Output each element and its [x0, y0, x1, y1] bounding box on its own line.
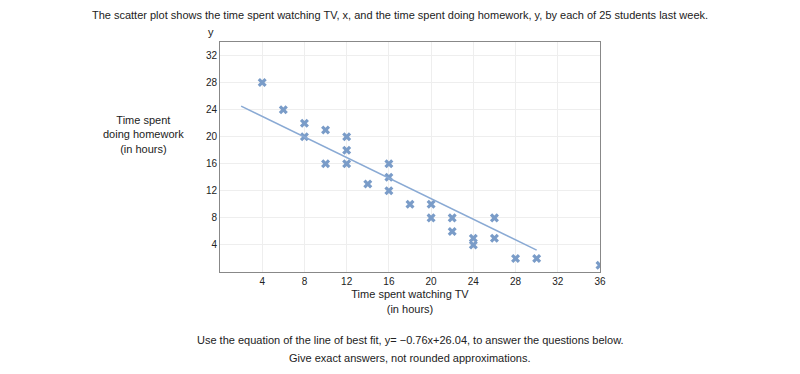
svg-text:28: 28 [510, 276, 522, 287]
svg-text:Give exact answers, not rounde: Give exact answers, not rounded approxim… [289, 352, 531, 364]
svg-text:8: 8 [302, 276, 308, 287]
svg-text:16: 16 [383, 276, 395, 287]
svg-text:The scatter plot shows the tim: The scatter plot shows the time spent wa… [92, 9, 708, 21]
svg-text:8: 8 [211, 212, 217, 223]
svg-text:20: 20 [426, 276, 438, 287]
svg-text:Time spent watching TV(in hour: Time spent watching TV(in hours) [351, 288, 469, 314]
svg-text:36: 36 [594, 276, 606, 287]
svg-text:24: 24 [468, 276, 480, 287]
svg-text:20: 20 [206, 131, 218, 142]
svg-text:Time spentdoing homework(in ho: Time spentdoing homework(in hours) [103, 114, 184, 155]
svg-text:4: 4 [211, 239, 217, 250]
svg-text:12: 12 [206, 185, 218, 196]
svg-text:12: 12 [341, 276, 353, 287]
svg-text:24: 24 [206, 104, 218, 115]
svg-text:16: 16 [206, 158, 218, 169]
svg-text:32: 32 [552, 276, 564, 287]
svg-text:Use the equation of the line o: Use the equation of the line of best fit… [197, 334, 624, 346]
svg-text:32: 32 [206, 50, 218, 61]
svg-text:y: y [208, 26, 214, 38]
svg-text:28: 28 [206, 77, 218, 88]
svg-text:4: 4 [259, 276, 265, 287]
